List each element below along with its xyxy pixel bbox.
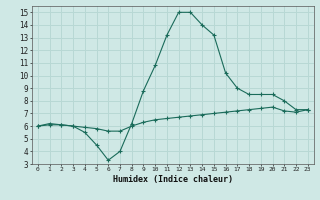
- X-axis label: Humidex (Indice chaleur): Humidex (Indice chaleur): [113, 175, 233, 184]
